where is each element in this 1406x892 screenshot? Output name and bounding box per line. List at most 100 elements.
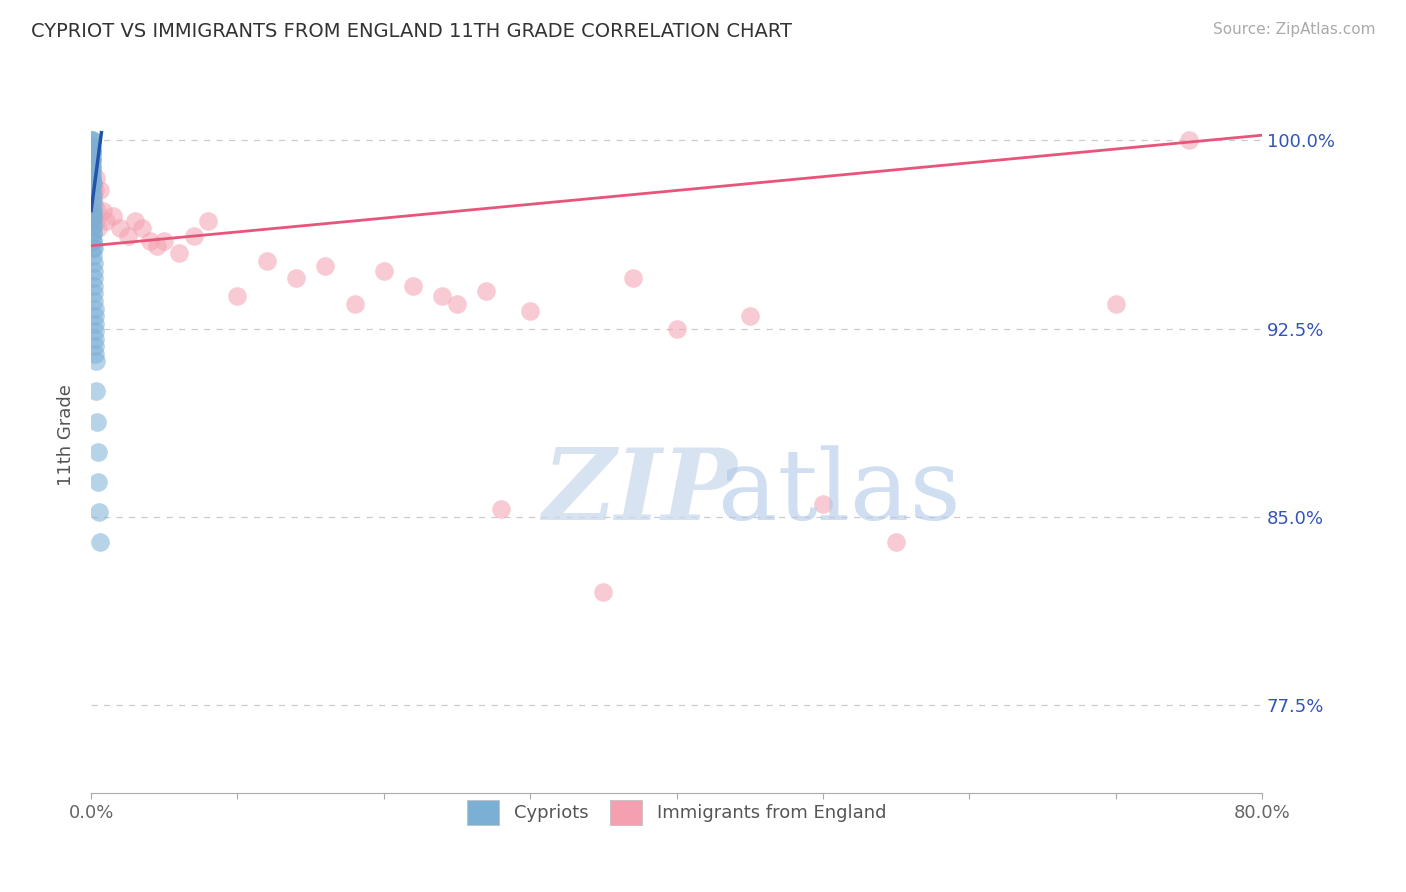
Point xyxy=(89,505,111,519)
Point xyxy=(84,170,107,185)
Legend: Cypriots, Immigrants from England: Cypriots, Immigrants from England xyxy=(458,791,896,834)
Point xyxy=(314,259,336,273)
Point xyxy=(89,184,111,198)
Point xyxy=(131,221,153,235)
Point xyxy=(80,145,103,160)
Point xyxy=(621,271,644,285)
Point xyxy=(738,309,761,323)
Point xyxy=(83,301,105,316)
Point xyxy=(82,161,104,175)
Point xyxy=(86,203,108,218)
Point xyxy=(82,178,104,193)
Point xyxy=(84,213,107,227)
Point xyxy=(82,181,104,195)
Point xyxy=(83,286,105,301)
Point xyxy=(89,535,111,549)
Point xyxy=(83,271,105,285)
Point xyxy=(84,339,107,353)
Point xyxy=(82,219,104,233)
Point xyxy=(87,444,110,458)
Point xyxy=(83,293,105,308)
Point xyxy=(489,502,512,516)
Point xyxy=(110,221,132,235)
Point xyxy=(117,228,139,243)
Point xyxy=(82,173,104,187)
Point xyxy=(82,153,104,168)
Point xyxy=(884,535,907,549)
Point xyxy=(80,145,103,160)
Point xyxy=(80,145,103,160)
Point xyxy=(82,188,104,202)
Point xyxy=(82,211,104,226)
Point xyxy=(226,289,249,303)
Point xyxy=(82,203,104,218)
Text: atlas: atlas xyxy=(717,445,960,541)
Point xyxy=(82,188,104,202)
Point xyxy=(82,249,104,263)
Point xyxy=(256,253,278,268)
Point xyxy=(80,138,103,153)
Point xyxy=(80,133,103,147)
Point xyxy=(343,296,366,310)
Point xyxy=(83,184,105,198)
Point xyxy=(82,226,104,240)
Point xyxy=(80,143,103,157)
Point xyxy=(1104,296,1126,310)
Point xyxy=(665,321,688,335)
Point xyxy=(432,289,454,303)
Point xyxy=(373,264,395,278)
Point xyxy=(197,213,219,227)
Point xyxy=(86,415,108,429)
Text: ZIP: ZIP xyxy=(541,444,737,541)
Point xyxy=(82,211,104,226)
Point xyxy=(101,209,124,223)
Point xyxy=(146,238,169,252)
Point xyxy=(84,384,107,399)
Point xyxy=(80,170,103,185)
Point xyxy=(446,296,468,310)
Point xyxy=(83,309,105,323)
Point xyxy=(402,279,425,293)
Point xyxy=(82,219,104,233)
Point xyxy=(519,304,541,318)
Text: CYPRIOT VS IMMIGRANTS FROM ENGLAND 11TH GRADE CORRELATION CHART: CYPRIOT VS IMMIGRANTS FROM ENGLAND 11TH … xyxy=(31,22,792,41)
Text: Source: ZipAtlas.com: Source: ZipAtlas.com xyxy=(1212,22,1375,37)
Point xyxy=(124,213,146,227)
Point xyxy=(167,246,190,260)
Y-axis label: 11th Grade: 11th Grade xyxy=(58,384,75,486)
Point xyxy=(83,317,105,331)
Point xyxy=(80,151,103,165)
Point xyxy=(84,332,107,346)
Point xyxy=(82,241,104,255)
Point xyxy=(84,324,107,338)
Point xyxy=(84,354,107,368)
Point xyxy=(87,221,110,235)
Point xyxy=(83,256,105,270)
Point xyxy=(84,347,107,361)
Point xyxy=(80,163,103,178)
Point xyxy=(82,234,104,248)
Point xyxy=(82,170,104,185)
Point xyxy=(83,241,105,255)
Point xyxy=(80,141,103,155)
Point xyxy=(83,196,105,211)
Point xyxy=(83,279,105,293)
Point xyxy=(183,228,205,243)
Point xyxy=(138,234,160,248)
Point xyxy=(82,203,104,218)
Point xyxy=(94,213,117,227)
Point xyxy=(811,498,834,512)
Point xyxy=(82,234,104,248)
Point xyxy=(91,203,114,218)
Point xyxy=(285,271,308,285)
Point xyxy=(80,133,103,147)
Point xyxy=(82,166,104,180)
Point xyxy=(153,234,176,248)
Point xyxy=(80,153,103,168)
Point xyxy=(475,284,498,298)
Point xyxy=(592,585,614,599)
Point xyxy=(82,226,104,240)
Point xyxy=(1177,133,1199,147)
Point xyxy=(83,264,105,278)
Point xyxy=(82,186,104,200)
